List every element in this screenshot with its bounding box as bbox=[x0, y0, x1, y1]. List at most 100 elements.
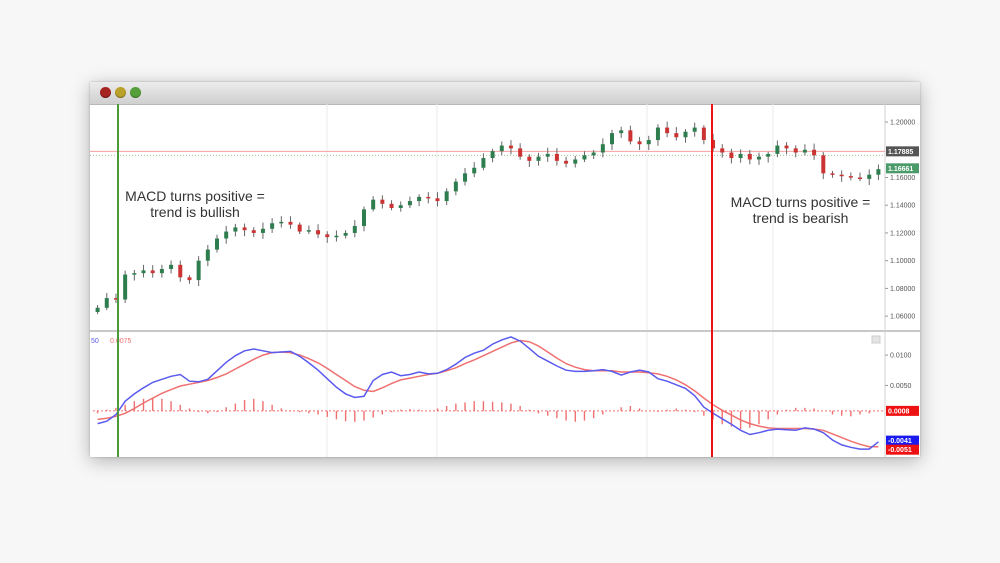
bear-candle bbox=[508, 145, 513, 149]
bull-candle bbox=[472, 167, 477, 174]
pane-settings-icon bbox=[871, 335, 881, 344]
bear-candle bbox=[830, 173, 835, 175]
bear-candle bbox=[316, 230, 321, 235]
bull-candle bbox=[499, 145, 504, 152]
macd-tick-label: 0.0100 bbox=[890, 353, 912, 360]
bear-candle bbox=[242, 227, 247, 231]
bull-candle bbox=[591, 152, 596, 156]
annotation-bearish: MACD turns positive = trend is bearish bbox=[730, 194, 871, 226]
bull-candle bbox=[536, 156, 541, 161]
bull-candle bbox=[233, 227, 238, 232]
bear-candle bbox=[674, 133, 679, 138]
bull-candle bbox=[876, 169, 881, 175]
close-window-button[interactable] bbox=[100, 87, 111, 98]
bull-candle bbox=[260, 228, 265, 233]
macd-tick-label: 0.0050 bbox=[890, 383, 912, 390]
price-tick-label: 1.10000 bbox=[890, 258, 915, 265]
bear-candle bbox=[389, 203, 394, 208]
bear-candle bbox=[747, 153, 752, 160]
bull-candle bbox=[573, 159, 578, 164]
signal-legend-value: 0.0075 bbox=[110, 338, 132, 345]
bear-candle bbox=[701, 127, 706, 141]
bear-candle bbox=[554, 153, 559, 161]
bull-candle bbox=[159, 268, 164, 274]
bull-candle bbox=[343, 232, 348, 236]
price-label-box bbox=[886, 163, 919, 174]
bear-candle bbox=[518, 148, 523, 157]
signal-line bbox=[97, 339, 879, 448]
bull-candle bbox=[352, 226, 357, 233]
bull-candle bbox=[683, 131, 688, 138]
bull-candle bbox=[104, 298, 109, 308]
bull-candle bbox=[463, 173, 468, 182]
bull-candle bbox=[490, 151, 495, 159]
bear-candle bbox=[637, 141, 642, 145]
macd-value-label-box bbox=[886, 405, 919, 416]
bull-candle bbox=[738, 153, 743, 159]
bear-candle bbox=[426, 196, 431, 199]
bear-candle bbox=[113, 298, 118, 300]
bull-candle bbox=[692, 127, 697, 132]
price-label-box bbox=[886, 146, 919, 157]
bull-candle bbox=[196, 260, 201, 281]
bull-candle bbox=[867, 174, 872, 179]
bull-candle bbox=[600, 144, 605, 153]
maximize-window-button[interactable] bbox=[130, 87, 141, 98]
price-tick-label: 1.14000 bbox=[890, 203, 915, 210]
bear-candle bbox=[435, 198, 440, 202]
bull-candle bbox=[132, 273, 137, 275]
bull-candle bbox=[334, 235, 339, 238]
price-label-text: 1.17885 bbox=[888, 149, 913, 156]
macd-value-label-text: -0.0051 bbox=[888, 447, 912, 454]
bull-candle bbox=[453, 181, 458, 192]
macd-legend-value: 50 bbox=[91, 338, 99, 345]
bull-candle bbox=[610, 133, 615, 145]
bull-candle bbox=[270, 223, 275, 229]
bull-candle bbox=[444, 191, 449, 202]
bear-candle bbox=[821, 155, 826, 174]
bear-candle bbox=[839, 174, 844, 177]
bull-candle bbox=[371, 199, 376, 210]
bear-candle bbox=[325, 234, 330, 238]
bull-candle bbox=[361, 209, 366, 227]
price-tick-label: 1.12000 bbox=[890, 230, 915, 237]
bear-candle bbox=[729, 152, 734, 159]
chart-area[interactable]: 1.20000 1.16000 1.14000 1.12000 1.10000 1.080… bbox=[90, 104, 920, 457]
bull-candle bbox=[306, 230, 311, 232]
bear-candle bbox=[858, 177, 863, 179]
bull-candle bbox=[224, 231, 229, 239]
bear-candle bbox=[784, 145, 789, 149]
bear-candle bbox=[527, 156, 532, 161]
price-tick-label: 1.16000 bbox=[890, 175, 915, 182]
bull-candle bbox=[215, 238, 220, 250]
price-tick-label: 1.06000 bbox=[890, 314, 915, 321]
bull-candle bbox=[655, 127, 660, 141]
bull-candle bbox=[766, 153, 771, 157]
bull-candle bbox=[407, 201, 412, 206]
bear-candle bbox=[297, 224, 302, 232]
bull-candle bbox=[398, 205, 403, 208]
bear-candle bbox=[711, 140, 716, 149]
macd-value-label-box bbox=[886, 444, 919, 455]
minimize-window-button[interactable] bbox=[115, 87, 126, 98]
bull-candle bbox=[775, 145, 780, 154]
bear-candle bbox=[251, 230, 256, 233]
platform-window: 1.20000 1.16000 1.14000 1.12000 1.10000 1.080… bbox=[90, 82, 920, 457]
bear-candle bbox=[288, 221, 293, 225]
bear-candle bbox=[380, 199, 385, 204]
bull-candle bbox=[646, 140, 651, 145]
bull-candle bbox=[619, 130, 624, 134]
bull-candle bbox=[205, 249, 210, 261]
bear-candle bbox=[628, 130, 633, 142]
macd-line bbox=[97, 336, 879, 450]
bear-candle bbox=[793, 148, 798, 153]
annotation-bullish: MACD turns positive = trend is bullish bbox=[125, 188, 265, 220]
price-label-text: 1.16661 bbox=[888, 166, 913, 173]
macd-value-label-text: -0.0041 bbox=[888, 438, 912, 445]
price-tick-label: 1.08000 bbox=[890, 286, 915, 293]
bull-candle bbox=[802, 149, 807, 153]
bear-candle bbox=[665, 127, 670, 134]
macd-value-label-box bbox=[886, 435, 919, 446]
bear-candle bbox=[812, 149, 817, 156]
bull-candle bbox=[582, 155, 587, 160]
